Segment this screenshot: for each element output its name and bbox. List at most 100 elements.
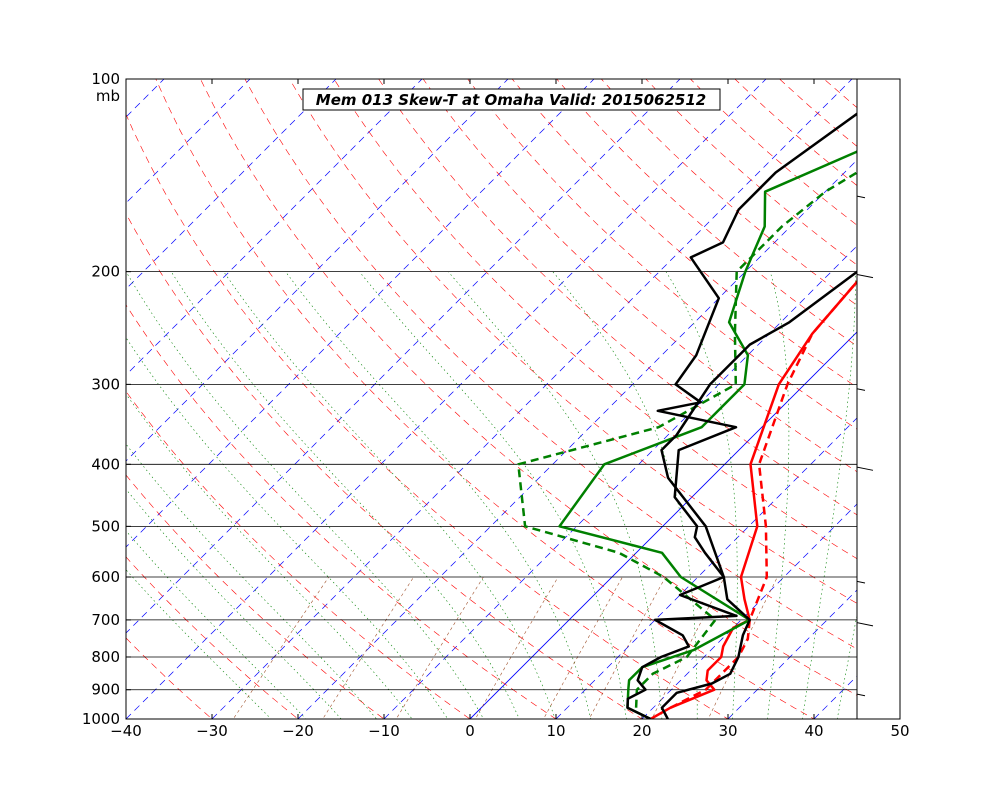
- dry-adiabat-line: [869, 79, 1000, 733]
- moist-adiabat-line: [126, 569, 272, 719]
- dewpoint-line: [558, 149, 857, 719]
- dry-adiabat-line: [690, 79, 857, 226]
- y-tick-label: 500: [91, 517, 120, 535]
- moist-adiabat-line: [665, 271, 738, 719]
- moist-adiabat-line: [126, 393, 413, 719]
- dry-adiabat-line: [126, 556, 299, 719]
- dry-adiabat-line: [645, 79, 857, 266]
- y-tick-label: 400: [91, 455, 120, 473]
- axes: −40 −30 −20 −10 0 10 20 30 40 50 100 200 300 400 500 60…: [82, 70, 910, 740]
- member-dewpoint-line: [626, 112, 857, 719]
- mixing-ratio-line: [588, 576, 666, 719]
- temperature-mean-line: [669, 279, 857, 709]
- moist-adiabat-line: [126, 271, 484, 719]
- dry-adiabat-line: [200, 79, 857, 696]
- y-tick-label: 900: [91, 681, 120, 699]
- moist-adiabat-line: [359, 271, 627, 719]
- isotherm-line: [126, 79, 251, 204]
- wind-barb: [857, 662, 858, 663]
- wind-barb: [857, 531, 858, 533]
- dry-adiabat-line: [126, 474, 385, 719]
- chart-title: Mem 013 Skew-T at Omaha Valid: 201506251…: [316, 91, 706, 109]
- y-tick-label: 200: [91, 263, 120, 281]
- background-grid: [0, 79, 1000, 733]
- dry-adiabat-line: [126, 390, 471, 719]
- isotherm-line: [126, 79, 165, 118]
- y-tick-label: 100: [91, 70, 120, 88]
- x-tick-label: 30: [718, 722, 737, 740]
- wind-barb-panel: [857, 84, 874, 697]
- wind-barb: [857, 693, 866, 697]
- x-tick-label: −20: [282, 722, 314, 740]
- y-tick-label: 300: [91, 375, 120, 393]
- isotherm-line: [126, 79, 767, 719]
- dry-adiabat-line: [422, 79, 857, 473]
- wind-barb: [857, 195, 866, 199]
- x-tick-label: 10: [546, 722, 565, 740]
- plot-frame: [125, 78, 901, 720]
- x-tick-label: −40: [110, 722, 142, 740]
- dry-adiabat-line: [734, 79, 857, 186]
- dry-adiabat-line: [511, 79, 857, 388]
- wind-barb: [857, 466, 874, 471]
- y-tick-label: 1000: [82, 710, 120, 728]
- wind-barb: [857, 622, 874, 627]
- moist-adiabat-line: [285, 271, 592, 719]
- mixing-ratio-line: [543, 576, 623, 719]
- dry-adiabat-line: [126, 304, 557, 719]
- x-tick-label: −10: [368, 722, 400, 740]
- dry-adiabat-line: [155, 79, 815, 719]
- mixing-ratio-line: [232, 576, 330, 719]
- x-tick-label: 0: [465, 722, 475, 740]
- temperature-line: [649, 279, 857, 719]
- y-tick-label: 600: [91, 568, 120, 586]
- wind-barb: [857, 388, 866, 391]
- moist-adiabat-line: [836, 613, 857, 719]
- mixing-ratio-line: [395, 576, 484, 719]
- isotherm-line: [297, 159, 857, 719]
- isotherm-line: [727, 589, 857, 719]
- data-layer: [517, 112, 857, 719]
- y-tick-label: 700: [91, 611, 120, 629]
- mixing-ratio-line: [322, 576, 414, 719]
- moist-adiabat-line: [170, 271, 520, 719]
- x-tick-label: 50: [890, 722, 909, 740]
- moist-adiabat-line: [223, 271, 556, 719]
- isotherm-line: [383, 245, 857, 719]
- x-tick-label: 20: [632, 722, 651, 740]
- y-axis-unit-label: mb: [96, 87, 120, 105]
- dry-adiabat-line: [556, 79, 857, 347]
- moist-adiabat-line: [126, 488, 342, 719]
- dry-adiabat-line: [289, 79, 857, 604]
- dry-adiabat-line: [779, 79, 857, 147]
- moist-adiabat-line: [802, 271, 856, 719]
- isotherm-line: [211, 79, 853, 719]
- isotherm-line: [900, 79, 1000, 719]
- wind-barb: [857, 580, 866, 584]
- isotherm-line: [555, 417, 857, 719]
- isotherm-line: [126, 79, 595, 548]
- moist-adiabat-line: [552, 271, 698, 719]
- x-tick-label: −30: [196, 722, 228, 740]
- mixing-ratio-line: [474, 576, 559, 719]
- dry-adiabat-line: [126, 637, 213, 719]
- isotherm-zero: [469, 331, 857, 719]
- moist-adiabat-line: [126, 337, 449, 719]
- isotherm-line: [126, 79, 337, 290]
- wind-barb: [857, 273, 874, 279]
- isotherm-line: [0, 79, 78, 719]
- chart-title-box: Mem 013 Skew-T at Omaha Valid: 201506251…: [302, 88, 721, 111]
- dry-adiabat-line: [467, 79, 857, 430]
- moist-adiabat-line: [126, 530, 307, 719]
- dry-adiabat-line: [126, 213, 643, 719]
- isotherm-line: [126, 79, 681, 634]
- moist-adiabat-line: [767, 271, 790, 719]
- wind-barb: [857, 84, 858, 85]
- dry-adiabat-line: [244, 79, 857, 650]
- dry-adiabat-line: [126, 113, 729, 719]
- y-tick-label: 800: [91, 648, 120, 666]
- dewpoint-mean-line: [517, 171, 857, 708]
- moist-adiabat-line: [447, 271, 663, 719]
- member-temperature-line: [660, 270, 857, 719]
